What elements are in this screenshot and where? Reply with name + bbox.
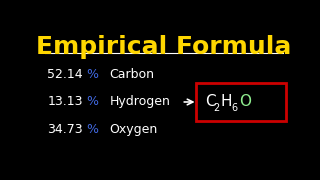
Text: Carbon: Carbon bbox=[109, 68, 155, 81]
Text: Empirical Formula: Empirical Formula bbox=[36, 35, 292, 59]
Text: O: O bbox=[239, 94, 251, 109]
Text: C: C bbox=[205, 94, 216, 109]
FancyBboxPatch shape bbox=[196, 83, 285, 121]
Text: 13.13: 13.13 bbox=[47, 95, 83, 109]
Text: %: % bbox=[86, 123, 98, 136]
Text: 52.14: 52.14 bbox=[47, 68, 83, 81]
Text: %: % bbox=[86, 95, 98, 109]
Text: Oxygen: Oxygen bbox=[109, 123, 158, 136]
Text: 2: 2 bbox=[214, 103, 220, 112]
Text: 6: 6 bbox=[231, 103, 237, 112]
Text: %: % bbox=[86, 68, 98, 81]
Text: H: H bbox=[220, 94, 232, 109]
Text: 34.73: 34.73 bbox=[47, 123, 83, 136]
Text: Hydrogen: Hydrogen bbox=[109, 95, 170, 109]
